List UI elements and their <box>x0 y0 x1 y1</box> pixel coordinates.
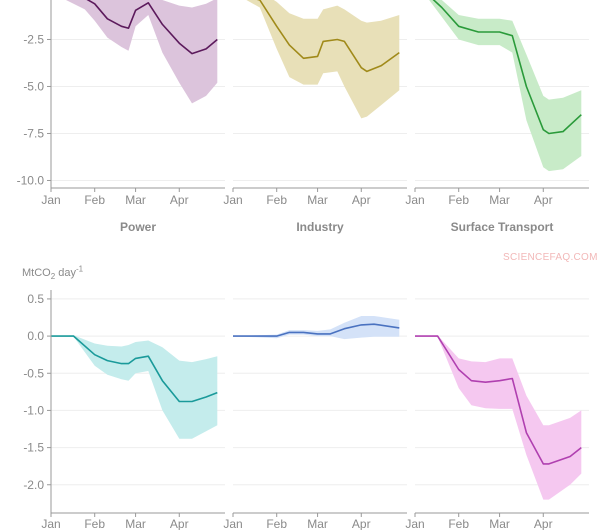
panel-0-0: -2.5 -5.0 -7.5 -10.0 Jan Feb Mar Apr Power <box>17 0 225 234</box>
x-tick-label: Mar <box>307 517 328 530</box>
y-tick-label: -7.5 <box>23 126 44 140</box>
y-tick-label: -1.5 <box>23 441 44 455</box>
panel-0-1: Jan Feb Mar Apr Industry <box>223 0 407 234</box>
y-tick-label: 0.5 <box>27 292 44 306</box>
series-line <box>233 323 400 337</box>
x-tick-label: Jan <box>41 517 60 530</box>
uncertainty-band <box>233 316 400 340</box>
panel-title: Power <box>120 220 156 234</box>
y-tick-label: -2.5 <box>23 32 44 46</box>
panel-0-2: Jan Feb Mar Apr Surface Transport <box>405 0 589 234</box>
y-axis-label: MtCO2 day-1 <box>22 264 84 282</box>
x-tick-label: Apr <box>352 517 371 530</box>
y-tick-label: 0.0 <box>27 329 44 343</box>
series-line <box>415 335 582 465</box>
y-axis-label-subscript: 2 <box>50 272 56 282</box>
uncertainty-band <box>51 335 218 439</box>
x-tick-label: Feb <box>266 193 287 207</box>
uncertainty-band <box>415 335 582 500</box>
x-tick-label: Apr <box>170 517 189 530</box>
panel-1-1: Jan Feb Mar Apr <box>223 298 407 530</box>
x-tick-label: Mar <box>125 193 146 207</box>
series-line <box>432 0 582 135</box>
x-tick-label: Jan <box>405 193 424 207</box>
panel-1-2: Jan Feb Mar Apr <box>405 298 589 530</box>
x-tick-label: Feb <box>448 193 469 207</box>
panel-title: Industry <box>296 220 344 234</box>
x-tick-label: Apr <box>170 193 189 207</box>
uncertainty-band <box>429 0 582 172</box>
x-tick-label: Mar <box>489 517 510 530</box>
y-tick-label: -2.0 <box>23 478 44 492</box>
x-tick-label: Feb <box>266 517 287 530</box>
panel-1-0: 0.5 0.0 -0.5 -1.0 -1.5 -2.0 Jan Feb Mar Apr <box>23 290 225 530</box>
y-tick-label: -5.0 <box>23 79 44 93</box>
x-tick-label: Jan <box>223 193 242 207</box>
x-tick-label: Feb <box>84 193 105 207</box>
watermark: SCIENCEFAQ.COM <box>503 252 598 263</box>
x-tick-label: Jan <box>223 517 242 530</box>
x-tick-label: Feb <box>84 517 105 530</box>
series-line <box>51 335 218 403</box>
x-tick-label: Mar <box>125 517 146 530</box>
series-line <box>256 0 400 73</box>
uncertainty-band <box>246 0 400 119</box>
y-axis-label-unit: day <box>55 267 76 279</box>
series-line <box>86 0 218 55</box>
x-tick-label: Mar <box>489 193 510 207</box>
y-axis-label-main: MtCO <box>22 267 51 279</box>
y-tick-label: -1.0 <box>23 403 44 417</box>
x-tick-label: Apr <box>352 193 371 207</box>
x-tick-label: Jan <box>41 193 60 207</box>
x-tick-label: Jan <box>405 517 424 530</box>
x-tick-label: Apr <box>534 193 553 207</box>
x-tick-label: Feb <box>448 517 469 530</box>
y-tick-label: -10.0 <box>17 173 45 187</box>
x-tick-label: Apr <box>534 517 553 530</box>
x-tick-label: Mar <box>307 193 328 207</box>
y-tick-label: -0.5 <box>23 366 44 380</box>
uncertainty-band <box>66 0 218 104</box>
panel-title: Surface Transport <box>451 220 554 234</box>
y-axis-label-superscript: -1 <box>75 264 84 274</box>
